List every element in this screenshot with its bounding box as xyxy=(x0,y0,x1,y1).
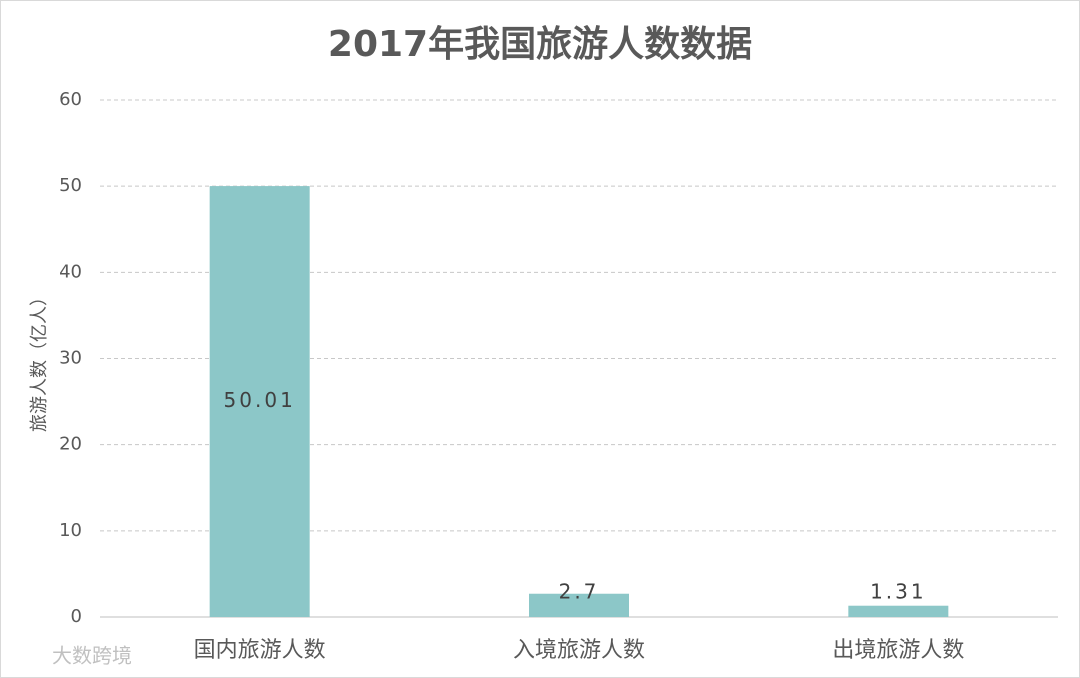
y-tick-label: 60 xyxy=(59,89,82,110)
bar xyxy=(529,593,629,617)
data-label: 2.7 xyxy=(559,580,600,604)
chart-title: 2017年我国旅游人数数据 xyxy=(328,24,752,65)
x-tick-label: 出境旅游人数 xyxy=(832,638,964,663)
y-tick-label: 30 xyxy=(59,348,82,369)
y-tick-label: 0 xyxy=(71,606,82,627)
x-tick-label: 国内旅游人数 xyxy=(194,638,326,663)
bar xyxy=(848,605,949,617)
bar xyxy=(209,186,310,617)
y-tick-label: 10 xyxy=(59,520,82,541)
y-tick-label: 50 xyxy=(59,175,82,196)
watermark: 大数跨境 xyxy=(52,644,132,668)
data-label: 1.31 xyxy=(870,580,927,604)
data-label: 50.01 xyxy=(224,388,296,412)
x-tick-label: 入境旅游人数 xyxy=(513,638,645,663)
y-tick-label: 40 xyxy=(59,261,82,282)
y-tick-label: 20 xyxy=(59,434,82,455)
y-axis-label: 旅游人数（亿人） xyxy=(29,288,50,432)
